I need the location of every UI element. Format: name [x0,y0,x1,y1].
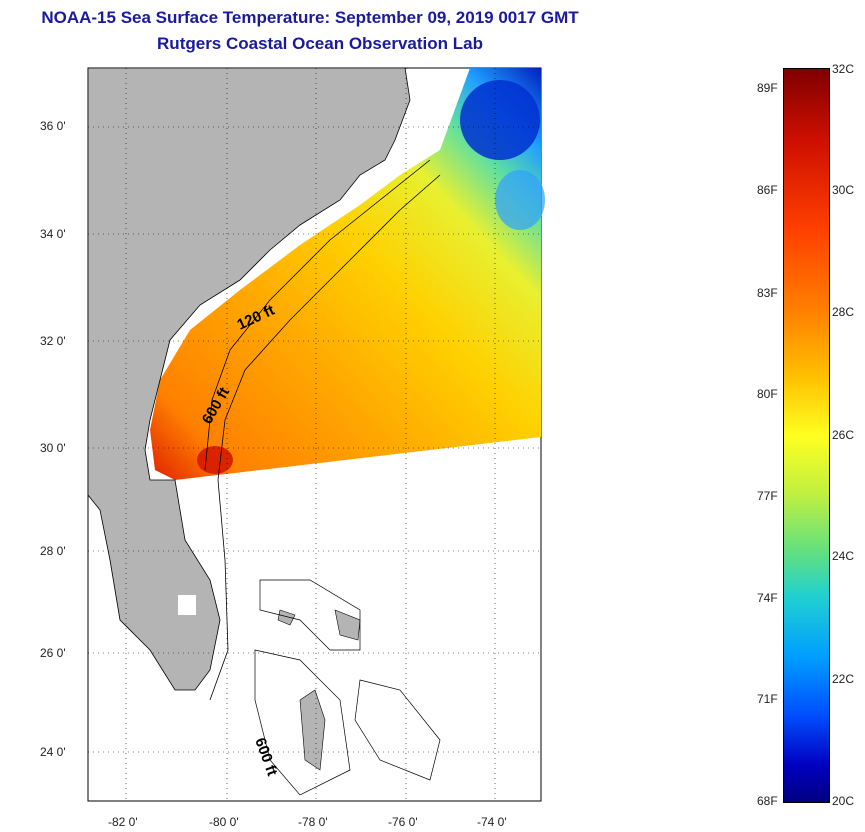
colorbar-c-26: 26C [832,428,855,442]
colorbar-c-22: 22C [832,672,855,686]
contour-120ft [204,159,431,471]
colorbar-c-20: 20C [832,794,855,808]
bank-contour-3 [354,679,441,781]
colorbar-c-30: 30C [832,183,855,197]
cold-patch [460,80,540,160]
bank-contour-2 [254,649,351,796]
colorbar-f-80: 80F [757,387,778,401]
graticule [88,68,541,801]
lat-label-30: 30 0' [40,441,66,455]
lon-label-76: -76 0' [388,815,418,829]
title-line-1: NOAA-15 Sea Surface Temperature: Septemb… [41,8,579,27]
colorbar-f-68: 68F [757,794,778,808]
colorbar-c-32: 32C [832,62,855,76]
lat-label-34: 34 0' [40,227,66,241]
lon-label-74: -74 0' [477,815,507,829]
lat-label-32: 32 0' [40,334,66,348]
colorbar-f-71: 71F [757,692,778,706]
bank-contour-1 [259,579,361,651]
lon-label-78: -78 0' [298,815,328,829]
cool-patch [495,170,545,230]
hot-spot [197,446,233,474]
colorbar-f-74: 74F [757,591,778,605]
sst-swath [150,68,541,480]
lon-label-82: -82 0' [108,815,138,829]
lat-label-24: 24 0' [40,745,66,759]
colorbar-c-24: 24C [832,549,855,563]
colorbar-f-83: 83F [757,286,778,300]
lat-label-26: 26 0' [40,646,66,660]
colorbar-f-89: 89F [757,81,778,95]
colorbar-f-86: 86F [757,183,778,197]
lake-okeechobee [178,595,196,615]
bahamas-andros [299,689,326,771]
bahamas-grand [277,609,296,626]
land-mass [87,67,411,691]
colorbar-f-77: 77F [757,489,778,503]
temperature-colorbar [783,68,830,803]
title-line-2: Rutgers Coastal Ocean Observation Lab [157,34,483,53]
lat-label-36: 36 0' [40,119,66,133]
lon-label-80: -80 0' [209,815,239,829]
contour-600ft [209,174,441,701]
lat-label-28: 28 0' [40,544,66,558]
colorbar-c-28: 28C [832,305,855,319]
bahamas-abaco [334,609,361,641]
